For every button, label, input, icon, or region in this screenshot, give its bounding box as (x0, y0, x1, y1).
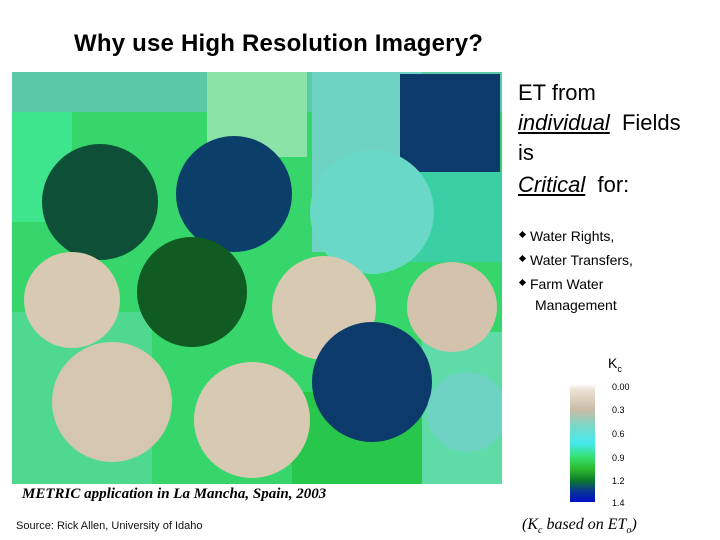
kc-note: (Kc based on ETo) (522, 516, 637, 537)
legend-tick: 0.6 (612, 429, 625, 439)
bullet-icon (518, 278, 527, 287)
pivot-field-4 (24, 252, 120, 348)
bullet-water-rights: Water Rights, (518, 224, 633, 248)
headline-critical: Critical (518, 172, 586, 197)
legend-tick: 1.2 (612, 476, 625, 486)
bullet-water-transfers: Water Transfers, (518, 248, 633, 272)
bullet-management: Management (535, 297, 617, 313)
legend-tick: 0.3 (612, 405, 625, 415)
legend-tick: 0.9 (612, 453, 625, 463)
pivot-field-11 (427, 372, 502, 452)
headline-line1: ET from (518, 80, 596, 105)
pivot-field-9 (194, 362, 310, 478)
source-credit: Source: Rick Allen, University of Idaho (16, 520, 203, 532)
pivot-field-7 (407, 262, 497, 352)
pivot-field-1 (42, 144, 158, 260)
page-title: Why use High Resolution Imagery? (74, 30, 484, 57)
bullet-farm-water: Farm Water (518, 272, 633, 296)
image-caption: METRIC application in La Mancha, Spain, … (22, 486, 327, 502)
headline-individual: individual (518, 110, 610, 135)
bullet-icon (518, 230, 527, 239)
pivot-field-5 (137, 237, 247, 347)
kc-colorbar (570, 384, 595, 502)
et-headline: ET from individual Fields is Critical fo… (518, 78, 718, 200)
pivot-field-3 (310, 150, 434, 274)
headline-for: for: (597, 172, 630, 197)
headline-is: is (518, 140, 534, 165)
headline-fields: Fields (621, 110, 681, 135)
pivot-field-10 (312, 322, 432, 442)
pivot-field-8 (52, 342, 172, 462)
bullet-icon (518, 254, 527, 263)
pivot-field-2 (176, 136, 292, 252)
legend-title: Kc (608, 355, 622, 374)
legend-tick: 0.00 (612, 382, 630, 392)
satellite-image (12, 72, 502, 484)
field-square-dark (400, 74, 500, 174)
bullet-list: Water Rights, Water Transfers, Farm Wate… (518, 224, 633, 317)
legend-tick: 1.4 (612, 498, 625, 508)
